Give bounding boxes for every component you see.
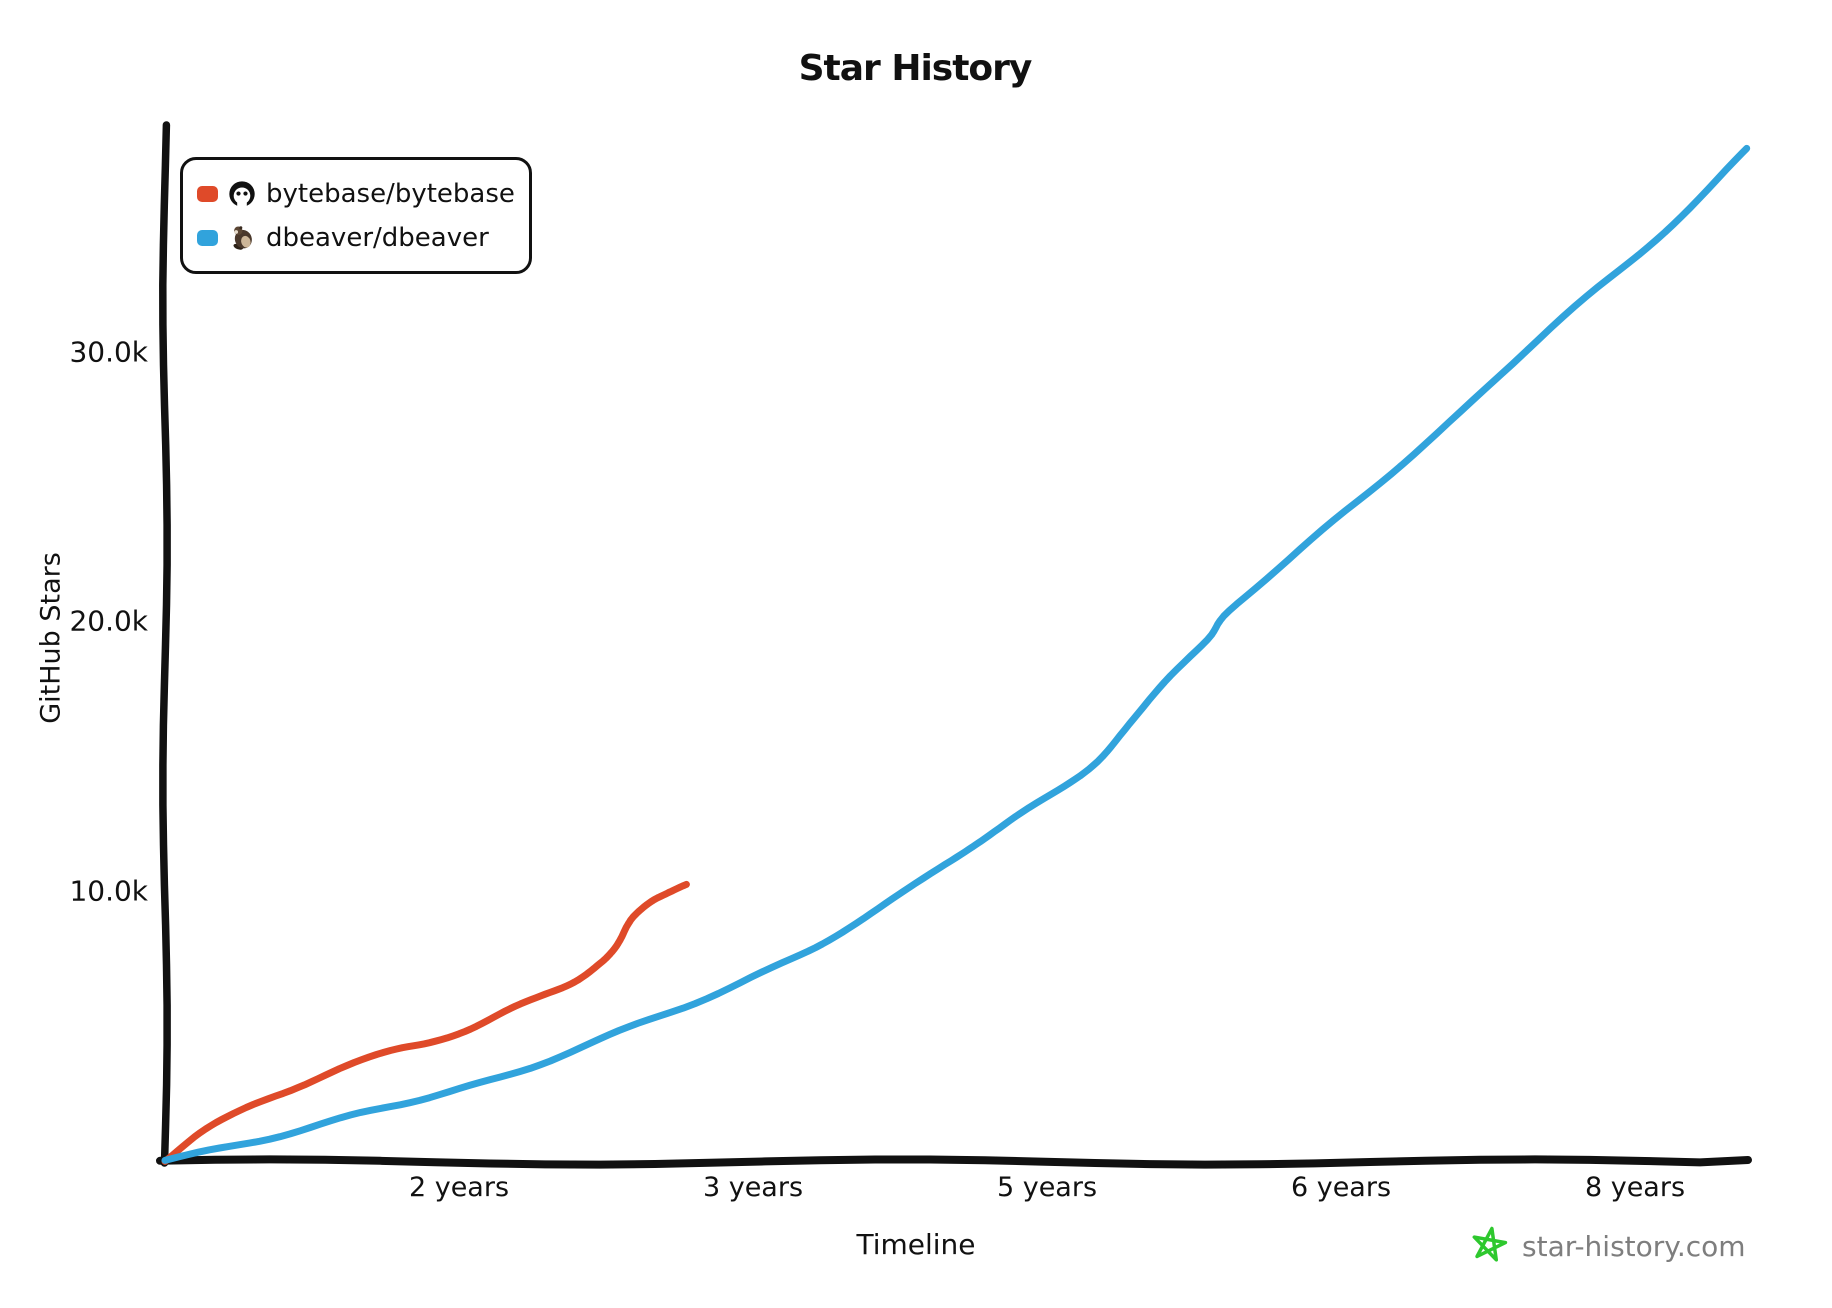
series-color-swatch-dbeaver (197, 229, 218, 246)
series-dbeaver-line (161, 144, 1751, 1164)
legend: bytebase/bytebase dbeaver/dbeaver (180, 157, 532, 274)
legend-label-bytebase: bytebase/bytebase (266, 178, 515, 209)
y-tick-label: 20.0k (69, 604, 148, 638)
x-tick-label: 3 years (702, 1172, 804, 1203)
watermark-link-text[interactable]: star-history.com (1522, 1229, 1746, 1263)
legend-item-dbeaver: dbeaver/dbeaver (197, 220, 529, 256)
y-axis-title: GitHub Stars (35, 552, 67, 724)
x-tick-label: 8 years (1584, 1172, 1686, 1203)
series-bytebase-line (161, 880, 690, 1165)
x-tick-label: 6 years (1290, 1172, 1392, 1203)
x-axis-title: Timeline (856, 1228, 976, 1261)
watermark[interactable]: star-history.com (1468, 1220, 1746, 1272)
legend-label-dbeaver: dbeaver/dbeaver (266, 222, 489, 253)
x-tick-label: 5 years (996, 1172, 1098, 1203)
y-axis-line (159, 121, 171, 1167)
bytebase-logo-icon (228, 180, 256, 208)
legend-item-bytebase: bytebase/bytebase (197, 176, 529, 212)
y-tick-label: 10.0k (69, 874, 148, 907)
y-tick-label: 30.0k (69, 335, 148, 368)
chart-title: Star History (798, 48, 1033, 89)
dbeaver-logo-icon (228, 224, 256, 252)
series-color-swatch-bytebase (197, 185, 218, 202)
watermark-star-icon (1468, 1220, 1510, 1272)
x-axis-line (156, 1155, 1752, 1169)
x-tick-label: 2 years (408, 1172, 510, 1203)
